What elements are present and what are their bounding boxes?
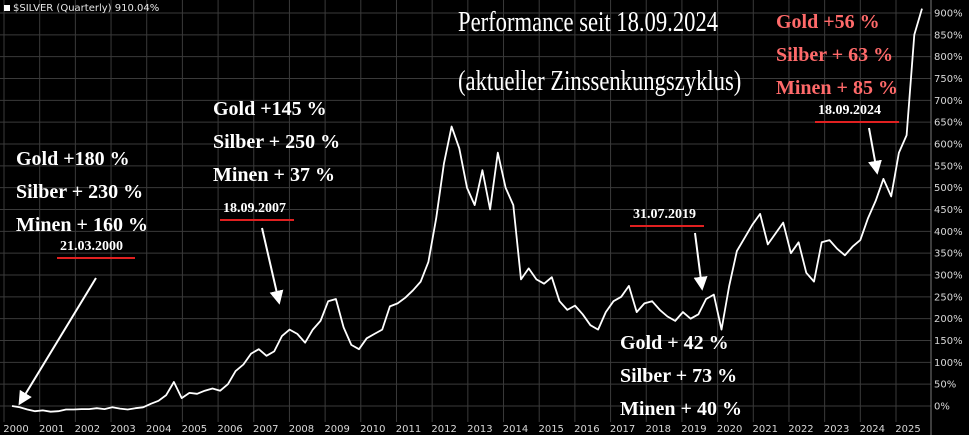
annotation-2024-date: 18.09.2024 xyxy=(818,103,881,118)
x-tick-label: 2016 xyxy=(574,424,599,435)
arrow-2019 xyxy=(693,232,708,291)
annotation-2007-silber: Silber + 250 % xyxy=(213,131,341,153)
y-tick-label: 500% xyxy=(934,183,963,194)
y-tick-label: 400% xyxy=(934,227,963,238)
y-tick-label: 850% xyxy=(934,30,963,41)
silver-performance-line xyxy=(11,8,923,413)
y-axis-ticks: 0% 50% 100% 150% 200% 250% 300% 350% 400% 450% 500… xyxy=(934,9,963,413)
x-tick-label: 2025 xyxy=(895,424,920,435)
y-tick-label: 700% xyxy=(934,96,963,107)
annotation-2019-gold: Gold + 42 % xyxy=(620,332,729,354)
annotation-2024-gold: Gold +56 % xyxy=(776,11,880,33)
symbol-label-text: $SILVER (Quarterly) 910.04% xyxy=(13,3,160,14)
x-tick-label: 2015 xyxy=(538,424,563,435)
annotation-2019-date: 31.07.2019 xyxy=(633,207,696,222)
series-group xyxy=(11,8,923,413)
x-tick-label: 2007 xyxy=(253,424,278,435)
annotation-2007-underline xyxy=(220,219,294,221)
x-tick-label: 2005 xyxy=(182,424,207,435)
x-tick-label: 2009 xyxy=(324,424,349,435)
annotation-2019-silber: Silber + 73 % xyxy=(620,365,738,387)
x-tick-label: 2003 xyxy=(110,424,135,435)
y-tick-label: 750% xyxy=(934,74,963,85)
annotation-2019-underline xyxy=(630,225,704,227)
title-line-1: Performance seit 18.09.2024 xyxy=(458,6,719,38)
annotation-2007-minen: Minen + 37 % xyxy=(213,164,335,186)
annotation-2024-underline xyxy=(815,121,899,123)
title-line-2: (aktueller Zinssenkungszyklus) xyxy=(458,65,742,97)
arrow-2024 xyxy=(868,127,882,175)
annotation-2024: Gold +56 % Silber + 63 % Minen + 85 % xyxy=(776,6,898,105)
chart-grid xyxy=(0,0,932,435)
y-tick-label: 550% xyxy=(934,161,963,172)
x-tick-label: 2022 xyxy=(788,424,813,435)
annotation-2000-date: 21.03.2000 xyxy=(60,239,123,254)
y-tick-label: 150% xyxy=(934,336,963,347)
arrow-2007 xyxy=(261,227,284,305)
x-tick-label: 2012 xyxy=(431,424,456,435)
annotation-2024-silber: Silber + 63 % xyxy=(776,44,894,66)
x-tick-label: 2014 xyxy=(503,424,528,435)
annotation-2000-underline xyxy=(57,257,135,259)
x-tick-label: 2021 xyxy=(753,424,778,435)
x-tick-label: 2000 xyxy=(3,424,28,435)
x-tick-label: 2017 xyxy=(610,424,635,435)
annotation-2000-gold: Gold +180 % xyxy=(16,148,130,170)
x-axis-ticks: 2000 2001 2002 2003 2004 2005 2006 2007 2008 2009… xyxy=(3,424,920,435)
y-tick-label: 250% xyxy=(934,292,963,303)
x-tick-label: 2011 xyxy=(396,424,421,435)
annotation-2007-gold: Gold +145 % xyxy=(213,98,327,120)
symbol-label: $SILVER (Quarterly) 910.04% xyxy=(4,3,159,14)
x-tick-label: 2006 xyxy=(217,424,242,435)
annotation-2000-minen: Minen + 160 % xyxy=(16,214,148,236)
y-tick-label: 800% xyxy=(934,52,963,63)
x-tick-label: 2010 xyxy=(360,424,385,435)
x-tick-label: 2008 xyxy=(289,424,314,435)
y-tick-label: 450% xyxy=(934,205,963,216)
x-tick-label: 2018 xyxy=(646,424,671,435)
y-tick-label: 100% xyxy=(934,358,963,369)
y-tick-label: 300% xyxy=(934,271,963,282)
annotation-2019: Gold + 42 % Silber + 73 % Minen + 40 % xyxy=(620,327,742,426)
y-tick-label: 600% xyxy=(934,140,963,151)
x-tick-label: 2013 xyxy=(467,424,492,435)
x-tick-label: 2004 xyxy=(146,424,171,435)
y-tick-label: 0% xyxy=(934,402,950,413)
arrow-2000 xyxy=(18,277,97,406)
y-tick-label: 50% xyxy=(934,380,956,391)
y-tick-label: 650% xyxy=(934,118,963,129)
annotation-2007-date: 18.09.2007 xyxy=(223,201,286,216)
x-tick-label: 2024 xyxy=(860,424,885,435)
y-tick-label: 200% xyxy=(934,314,963,325)
x-tick-label: 2023 xyxy=(824,424,849,435)
annotation-arrows xyxy=(18,127,882,406)
x-tick-label: 2001 xyxy=(39,424,64,435)
y-tick-label: 900% xyxy=(934,9,963,20)
series-marker-icon xyxy=(4,5,10,11)
x-tick-label: 2002 xyxy=(75,424,100,435)
annotation-2000: Gold +180 % Silber + 230 % Minen + 160 % xyxy=(16,143,148,242)
annotation-2000-silber: Silber + 230 % xyxy=(16,181,144,203)
annotation-2019-minen: Minen + 40 % xyxy=(620,398,742,420)
annotation-2024-minen: Minen + 85 % xyxy=(776,77,898,99)
y-tick-label: 350% xyxy=(934,249,963,260)
x-tick-label: 2020 xyxy=(717,424,742,435)
annotation-2007: Gold +145 % Silber + 250 % Minen + 37 % xyxy=(213,93,340,192)
x-tick-label: 2019 xyxy=(681,424,706,435)
